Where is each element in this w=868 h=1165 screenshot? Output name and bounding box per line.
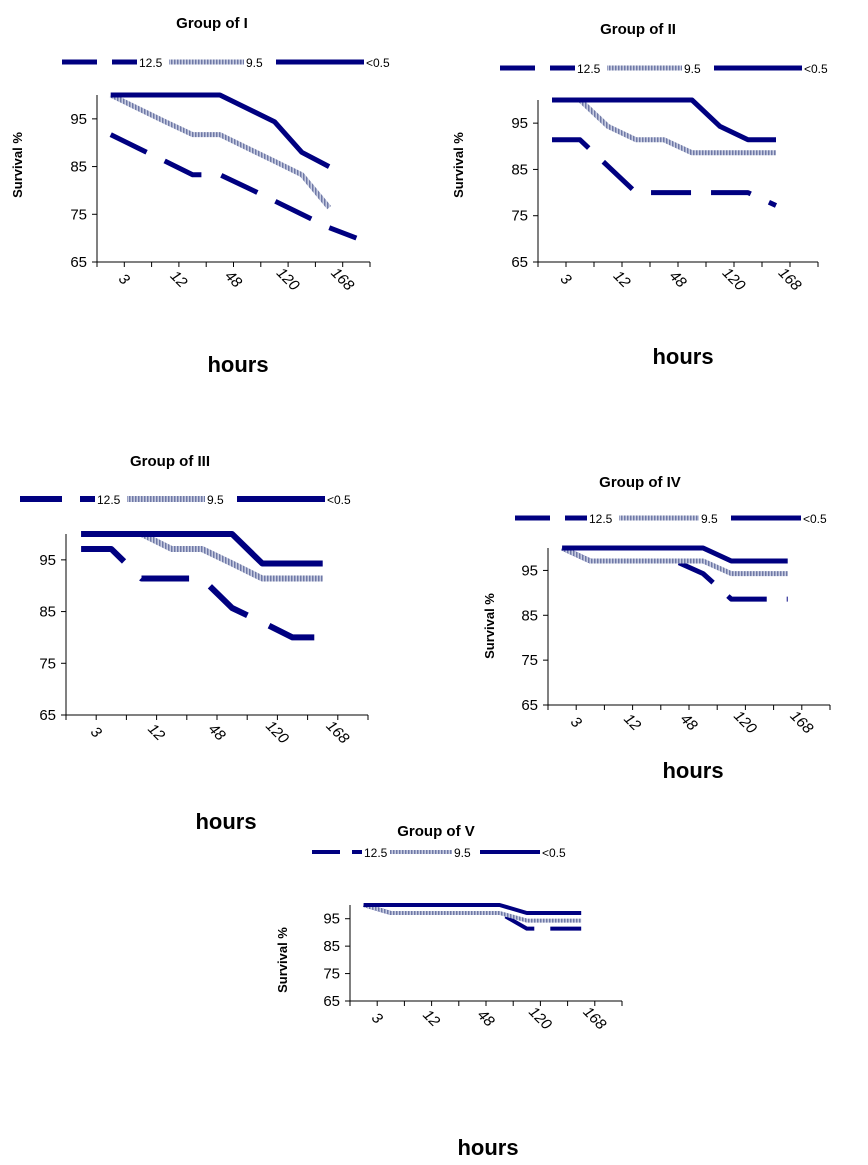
x-tick-label: 48 <box>221 267 245 291</box>
x-tick-label: 3 <box>115 270 133 288</box>
legend-label: 9.5 <box>207 493 224 507</box>
y-tick-label: 95 <box>521 562 538 579</box>
x-tick-label: 3 <box>87 723 105 741</box>
chart-title: Group of I <box>176 15 248 32</box>
series-line-3 <box>110 92 331 169</box>
y-tick-label: 75 <box>70 206 87 223</box>
chart-panel-3: Group of III 12.5 9.5 <0.5 65 75 85 95 3 12 48 120 1… <box>20 453 369 834</box>
series-line-1 <box>81 546 323 641</box>
series-line-1 <box>109 132 358 241</box>
y-axis-title: Survival % <box>482 593 497 659</box>
x-tick-label: 12 <box>144 720 168 744</box>
y-axis-title: Survival % <box>10 132 25 198</box>
legend-label: 9.5 <box>246 56 263 70</box>
x-tick-label: 120 <box>262 717 292 747</box>
chart-panel-4: Group of IV 12.5 9.5 <0.5 65 75 85 95 3 12 48 120 16… <box>482 474 831 783</box>
chart-title: Group of IV <box>599 474 681 491</box>
y-tick-label: 75 <box>521 652 538 669</box>
y-tick-label: 75 <box>323 966 340 983</box>
chart-title: Group of II <box>600 21 676 38</box>
series-line-3 <box>552 97 776 143</box>
y-tick-label: 75 <box>39 655 56 672</box>
x-tick-label: 120 <box>273 264 303 294</box>
legend-label: 12.5 <box>589 512 613 526</box>
x-tick-label: 48 <box>677 710 701 734</box>
legend-label: <0.5 <box>804 62 828 76</box>
series-line-2 <box>561 545 788 577</box>
x-tick-label: 120 <box>730 707 760 737</box>
series-line-1 <box>552 137 778 208</box>
series-line-2 <box>552 97 776 156</box>
x-tick-label: 168 <box>775 264 805 294</box>
legend-label: 12.5 <box>577 62 601 76</box>
series-line-3 <box>363 903 582 915</box>
x-tick-label: 168 <box>327 264 357 294</box>
legend-label: 9.5 <box>701 512 718 526</box>
x-tick-label: 48 <box>205 720 229 744</box>
legend-label: <0.5 <box>542 846 566 860</box>
legend-label: <0.5 <box>327 493 351 507</box>
y-tick-label: 85 <box>39 604 56 621</box>
chart-panel-5: Group of V 12.5 9.5 <0.5 65 75 85 95 3 12 48 120 168… <box>275 823 623 1160</box>
y-tick-label: 95 <box>511 115 528 132</box>
y-tick-label: 85 <box>521 607 538 624</box>
x-tick-label: 168 <box>580 1003 610 1033</box>
legend-label: 12.5 <box>139 56 163 70</box>
legend-label: 9.5 <box>684 62 701 76</box>
x-tick-label: 12 <box>610 267 634 291</box>
series-line-3 <box>562 545 788 564</box>
x-axis-title: hours <box>207 352 268 377</box>
y-tick-label: 65 <box>323 993 340 1010</box>
series-line-3 <box>81 531 323 567</box>
x-axis-title: hours <box>457 1135 518 1160</box>
legend-label: <0.5 <box>366 56 390 70</box>
y-tick-label: 85 <box>323 938 340 955</box>
series-line-2 <box>109 92 332 210</box>
x-axis-title: hours <box>195 809 256 834</box>
chart-title: Group of III <box>130 453 210 470</box>
series-line-2 <box>363 903 582 923</box>
y-axis-title: Survival % <box>275 927 290 993</box>
x-tick-label: 12 <box>620 710 644 734</box>
chart-panel-1: Group of I 12.5 9.5 <0.5 65 75 85 95 3 12 48 120 168… <box>10 15 390 377</box>
y-tick-label: 65 <box>521 697 538 714</box>
y-tick-label: 95 <box>39 552 56 569</box>
x-axis-title: hours <box>652 344 713 369</box>
x-tick-label: 48 <box>474 1006 498 1030</box>
y-tick-label: 65 <box>70 254 87 271</box>
legend-label: 9.5 <box>454 846 471 860</box>
legend-label: 12.5 <box>97 493 121 507</box>
y-tick-label: 95 <box>70 111 87 128</box>
legend-label: 12.5 <box>364 846 388 860</box>
x-tick-label: 48 <box>666 267 690 291</box>
legend-label: <0.5 <box>803 512 827 526</box>
x-tick-label: 120 <box>525 1003 555 1033</box>
chart-title: Group of V <box>397 823 475 840</box>
series-line-1 <box>561 545 788 602</box>
y-tick-label: 75 <box>511 208 528 225</box>
x-tick-label: 168 <box>787 707 817 737</box>
x-tick-label: 3 <box>557 270 575 288</box>
y-tick-label: 65 <box>39 707 56 724</box>
chart-panel-2: Group of II 12.5 9.5 <0.5 65 75 85 95 3 12 48 120 16… <box>451 21 828 369</box>
y-tick-label: 65 <box>511 254 528 271</box>
x-tick-label: 12 <box>167 267 191 291</box>
x-tick-label: 168 <box>323 717 353 747</box>
y-axis-title: Survival % <box>451 132 466 198</box>
x-tick-label: 12 <box>419 1006 443 1030</box>
y-tick-label: 95 <box>323 911 340 928</box>
x-tick-label: 120 <box>719 264 749 294</box>
series-line-1 <box>363 903 582 931</box>
x-tick-label: 3 <box>567 713 585 731</box>
x-tick-label: 3 <box>368 1009 386 1027</box>
y-tick-label: 85 <box>70 159 87 176</box>
y-tick-label: 85 <box>511 161 528 178</box>
x-axis-title: hours <box>662 758 723 783</box>
